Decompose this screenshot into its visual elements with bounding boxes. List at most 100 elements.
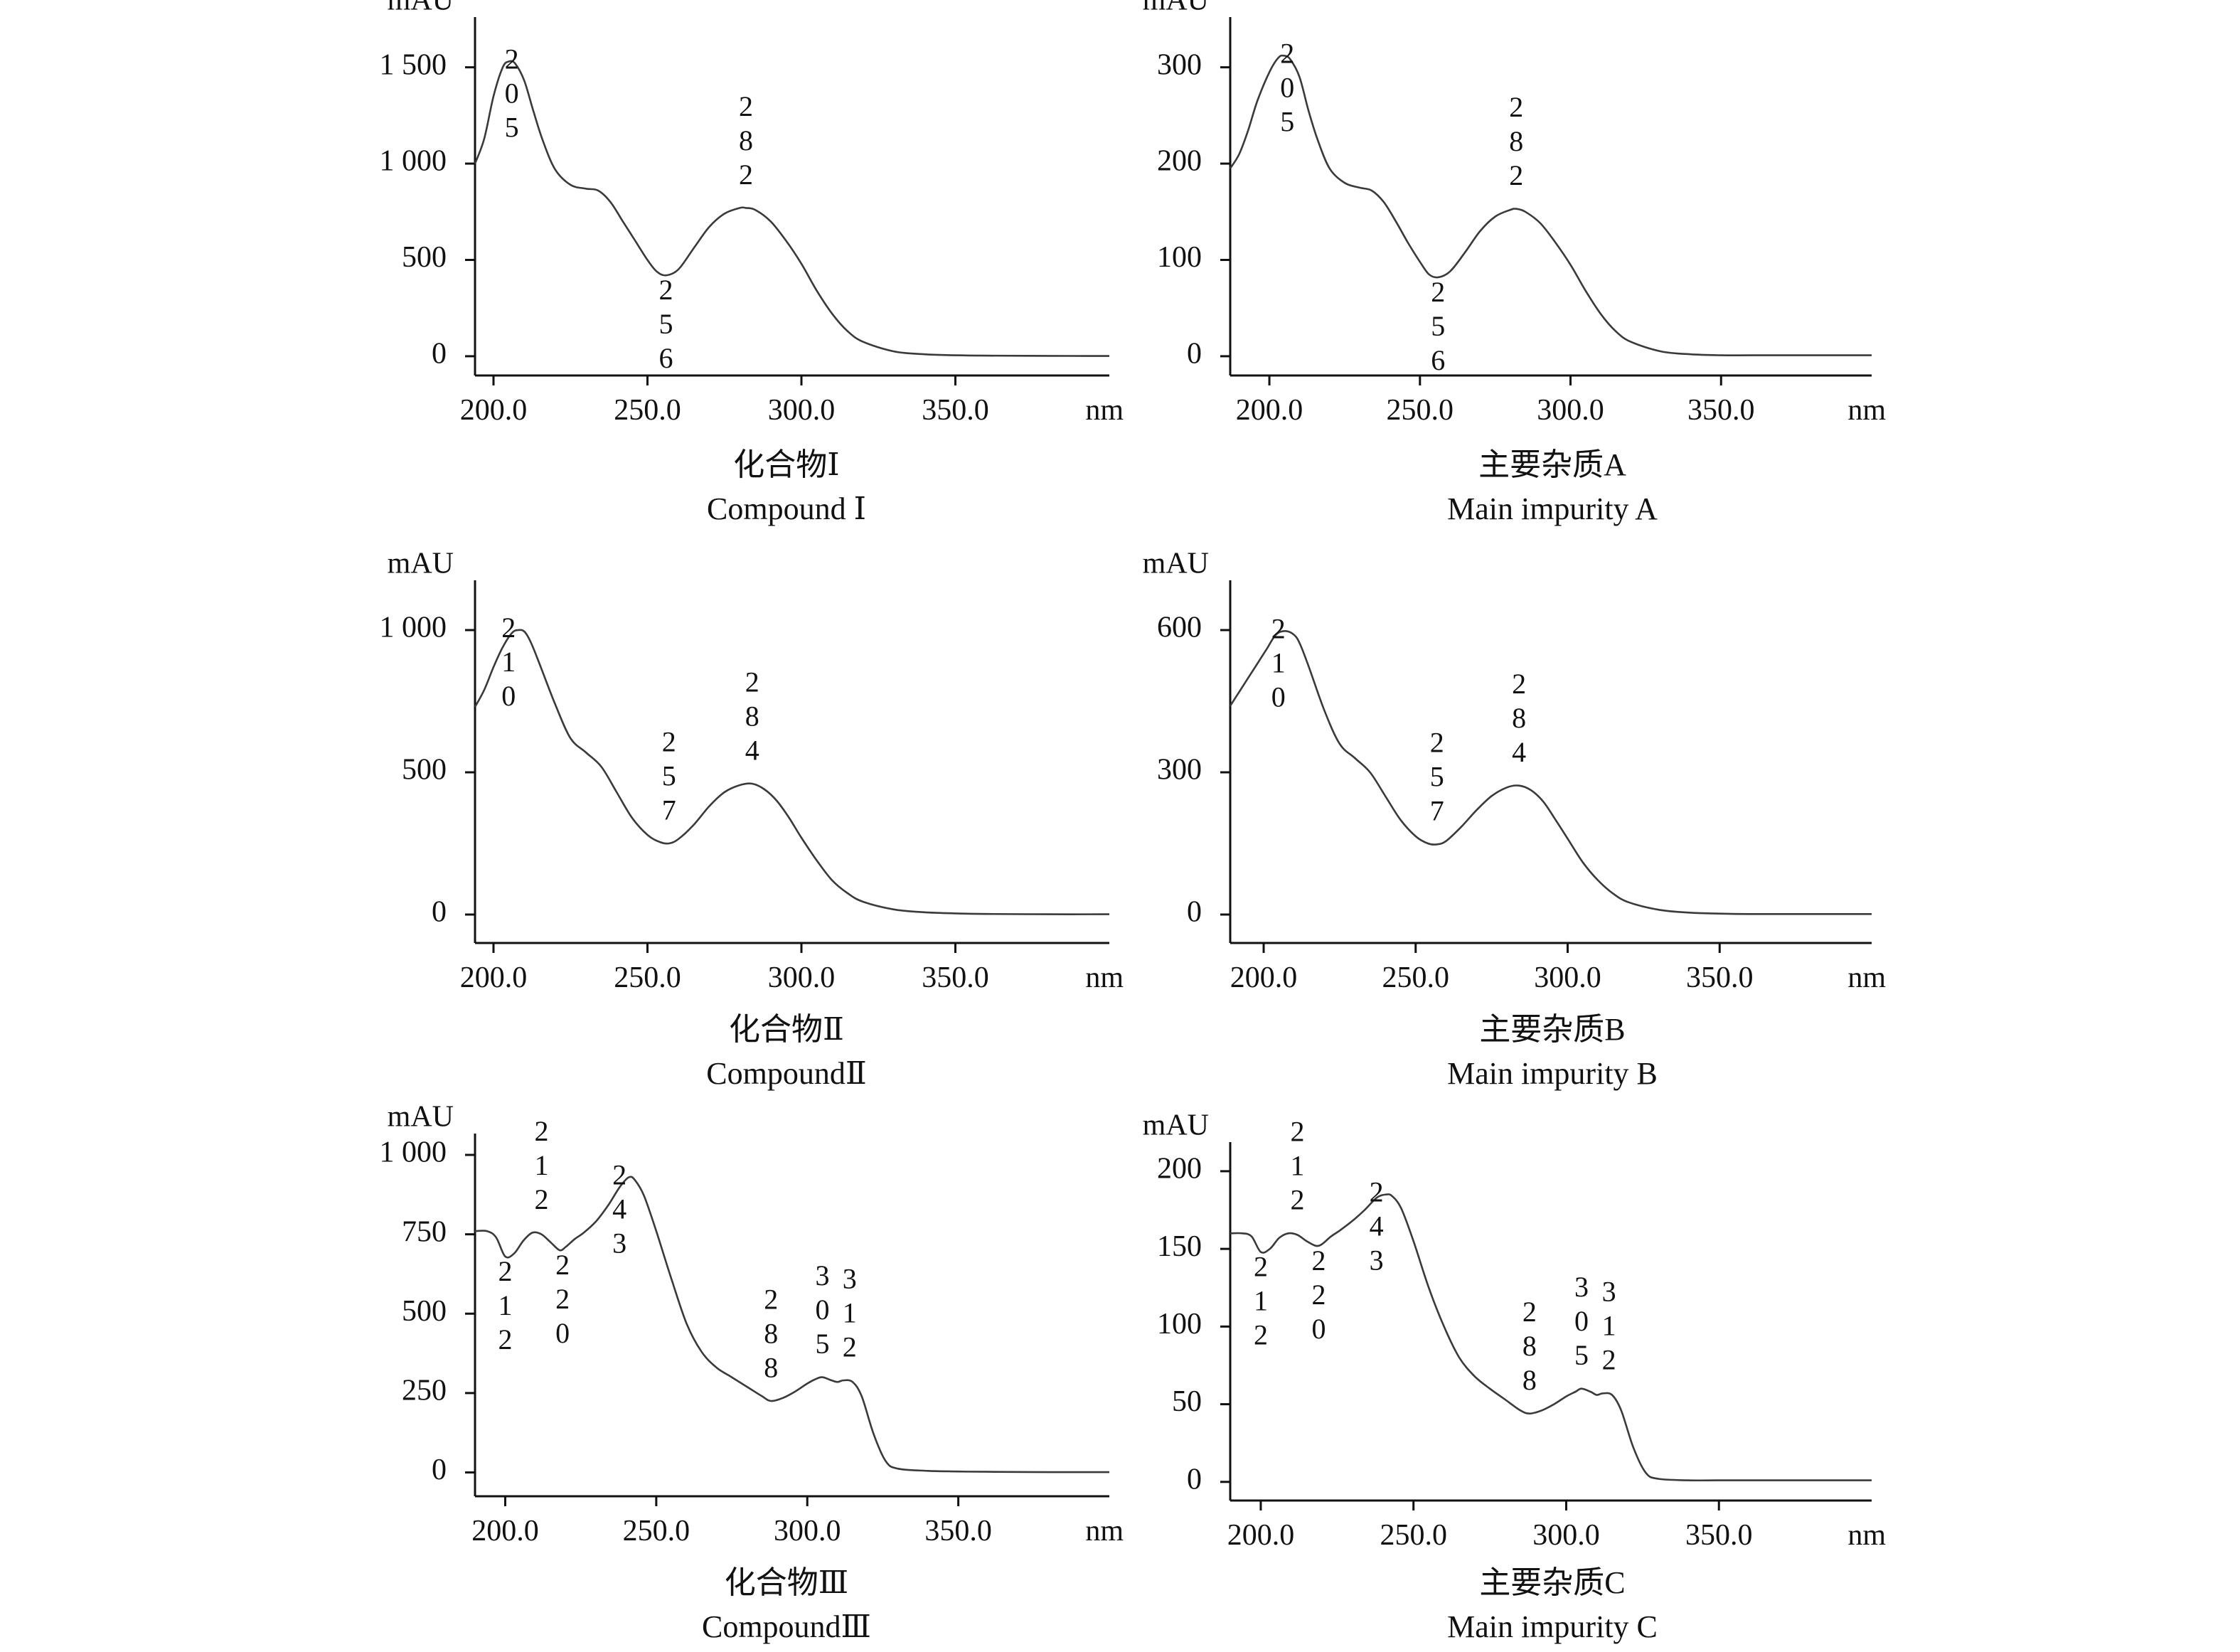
spectrum-curve (474, 629, 1110, 915)
y-tick-label: 100 (1157, 1308, 1202, 1341)
y-unit-label: mAU (1143, 0, 1209, 17)
y-tick-label: 0 (1187, 338, 1202, 371)
caption-chinese: 主要杂质B (1479, 1012, 1625, 1047)
y-unit-label: mAU (1143, 548, 1209, 580)
y-tick-label: 750 (402, 1215, 447, 1248)
y-tick-label: 1 000 (380, 612, 447, 644)
x-tick-label: 200.0 (460, 394, 528, 427)
y-tick-label: 300 (1157, 754, 1202, 787)
x-tick-label: 250.0 (614, 961, 681, 994)
x-tick-label: 350.0 (922, 961, 989, 994)
x-unit-label: nm (1085, 1515, 1124, 1547)
caption-english: Main impurity B (1447, 1056, 1658, 1091)
x-tick-label: 300.0 (768, 961, 836, 994)
x-tick-label: 300.0 (1534, 961, 1601, 994)
x-tick-label: 350.0 (1687, 394, 1755, 427)
y-tick-label: 1 500 (380, 48, 447, 81)
y-unit-label: mAU (1143, 1109, 1209, 1142)
spectrum-curve (1229, 54, 1872, 356)
x-unit-label: nm (1847, 1519, 1886, 1552)
spectrum-curve (1229, 629, 1872, 915)
y-tick-label: 0 (1187, 1463, 1202, 1496)
y-unit-label: mAU (388, 548, 454, 580)
spectrum-panel-2: mAU 0 100 200 300 200.0 250.0 300.0 350.0 nm 2 0 5 2 8… (1143, 0, 1887, 526)
x-tick-label: 300.0 (1532, 1519, 1600, 1552)
y-tick-label: 150 (1157, 1230, 1202, 1263)
spectrum-curve (1230, 1193, 1872, 1482)
spectrum-curve (474, 1176, 1109, 1474)
x-tick-label: 350.0 (924, 1515, 992, 1547)
y-tick-label: 600 (1157, 612, 1202, 644)
caption-english: CompoundⅢ (702, 1609, 871, 1644)
x-unit-label: nm (1847, 394, 1886, 427)
spectrum-panel-5: mAU 0 250 500 750 1 000 200.0 250.0 300.0 350.0 nm… (380, 1101, 1124, 1644)
x-tick-label: 200.0 (460, 961, 528, 994)
spectrum-curve (474, 60, 1110, 357)
y-tick-label: 500 (402, 754, 447, 787)
x-tick-label: 300.0 (768, 394, 836, 427)
y-tick-label: 0 (432, 896, 447, 929)
x-tick-label: 200.0 (1227, 1519, 1295, 1552)
x-unit-label: nm (1085, 394, 1124, 427)
x-tick-label: 250.0 (1382, 961, 1450, 994)
x-unit-label: nm (1847, 961, 1886, 994)
x-unit-label: nm (1085, 961, 1124, 994)
y-tick-label: 300 (1157, 48, 1202, 81)
y-unit-label: mAU (388, 0, 454, 17)
x-tick-label: 250.0 (623, 1515, 690, 1547)
y-tick-label: 250 (402, 1375, 447, 1407)
caption-chinese: 化合物Ⅲ (725, 1565, 848, 1600)
caption-english: CompoundⅡ (706, 1056, 866, 1091)
y-tick-label: 500 (402, 1295, 447, 1328)
x-tick-label: 300.0 (774, 1515, 841, 1547)
x-tick-label: 200.0 (1230, 961, 1298, 994)
y-tick-label: 100 (1157, 241, 1202, 274)
y-tick-label: 1 000 (380, 1136, 447, 1169)
x-tick-label: 250.0 (1380, 1519, 1447, 1552)
x-tick-label: 350.0 (1686, 961, 1754, 994)
x-tick-label: 350.0 (922, 394, 989, 427)
x-tick-label: 200.0 (471, 1515, 539, 1547)
caption-english: Compound Ⅰ (707, 491, 866, 526)
spectrum-panel-4: mAU 0 300 600 200.0 250.0 300.0 350.0 nm 2 1 0 2 8 4 2 5… (1143, 548, 1887, 1091)
caption-chinese: 化合物Ⅰ (733, 447, 839, 482)
y-tick-label: 1 000 (380, 145, 447, 178)
y-tick-label: 500 (402, 241, 447, 274)
spectrum-panel-1: mAU 0 500 1 000 1 500 200.0 250.0 300.0 350.0 nm 2… (380, 0, 1124, 526)
y-tick-label: 200 (1157, 145, 1202, 178)
y-tick-label: 50 (1172, 1385, 1202, 1418)
x-tick-label: 250.0 (614, 394, 681, 427)
y-tick-label: 0 (432, 1454, 447, 1486)
x-tick-label: 200.0 (1236, 394, 1303, 427)
spectrum-panel-3: mAU 0 500 1 000 200.0 250.0 300.0 350.0 nm 2 1 0 2 8 4… (380, 548, 1124, 1091)
caption-chinese: 主要杂质C (1479, 1565, 1625, 1600)
y-tick-label: 200 (1157, 1153, 1202, 1185)
caption-chinese: 化合物Ⅱ (729, 1012, 844, 1047)
x-tick-label: 300.0 (1537, 394, 1604, 427)
x-tick-label: 250.0 (1387, 394, 1454, 427)
